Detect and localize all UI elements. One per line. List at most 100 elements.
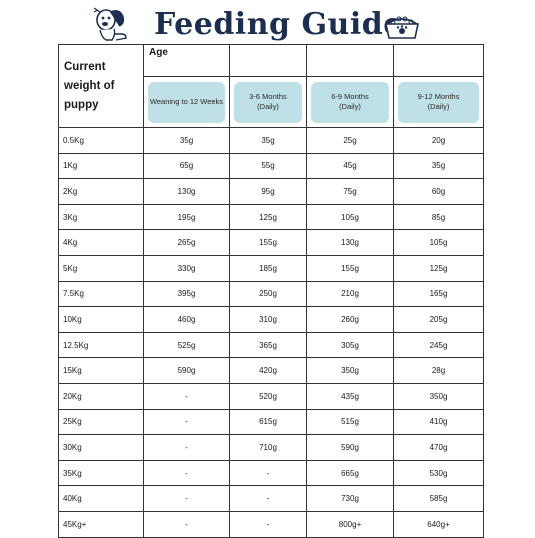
amount-cell: - (143, 485, 230, 512)
amount-cell: - (229, 485, 307, 512)
weight-cell: 3Kg (58, 203, 144, 231)
table-row: 30Kg -710g 590g 470g (58, 434, 484, 461)
amount-cell: 60g (393, 178, 484, 205)
amount-cell: 210g (306, 280, 394, 308)
amount-cell: 470g (393, 434, 484, 461)
amount-cell: 525g (143, 331, 230, 359)
age-pill: 9-12 Months (Daily) (398, 81, 479, 123)
age-pill-line1: 3-6 Months (249, 92, 287, 101)
age-header: Age (143, 44, 230, 77)
empty-header-cell (393, 44, 484, 77)
amount-cell: 420g (229, 357, 307, 384)
amount-cell: 585g (393, 485, 484, 512)
amount-cell: 365g (229, 331, 307, 359)
amount-cell: 85g (393, 203, 484, 231)
amount-cell: 245g (393, 331, 484, 359)
amount-cell: 155g (306, 254, 394, 282)
age-column-header: 9-12 Months (Daily) (393, 76, 484, 128)
age-pill: Weaning to 12 Weeks (148, 81, 225, 123)
weight-cell: 7.5Kg (58, 280, 144, 308)
amount-cell: 185g (229, 254, 307, 282)
amount-cell: - (143, 408, 230, 436)
amount-cell: 130g (143, 178, 230, 205)
table-row: 40Kg - -730g 585g (58, 485, 484, 512)
amount-cell: 125g (229, 203, 307, 231)
amount-cell: 250g (229, 280, 307, 308)
amount-cell: - (143, 459, 230, 487)
weight-cell: 25Kg (58, 408, 144, 436)
age-pill: 6-9 Months (Daily) (311, 81, 389, 123)
amount-cell: 165g (393, 280, 484, 308)
amount-cell: 28g (393, 357, 484, 384)
amount-cell: 65g (143, 152, 230, 180)
table-row: 0.5Kg 35g 35g 25g 20g (58, 127, 484, 154)
age-pill-line2: (Daily) (339, 102, 361, 111)
table-row: 7.5Kg 395g 250g 210g 165g (58, 280, 484, 308)
amount-cell: 530g (393, 459, 484, 487)
weight-cell: 40Kg (58, 485, 144, 512)
age-column-header: Weaning to 12 Weeks (143, 76, 230, 128)
amount-cell: 20g (393, 127, 484, 154)
age-pill-line1: 9-12 Months (417, 92, 460, 101)
amount-cell: - (143, 382, 230, 410)
weight-cell: 5Kg (58, 254, 144, 282)
amount-cell: 615g (229, 408, 307, 436)
amount-cell: 35g (393, 152, 484, 180)
age-column-header: 3-6 Months (Daily) (229, 76, 307, 128)
amount-cell: 310g (229, 306, 307, 333)
weight-cell: 1Kg (58, 152, 144, 180)
amount-cell: 730g (306, 485, 394, 512)
amount-cell: 130g (306, 229, 394, 256)
table-row: 4Kg 265g 155g 130g 105g (58, 229, 484, 256)
amount-cell: - (143, 434, 230, 461)
amount-cell: 800g+ (306, 510, 394, 538)
amount-cell: 710g (229, 434, 307, 461)
table-row: 1Kg 65g 55g 45g 35g (58, 152, 484, 180)
table-row: 2Kg 130g 95g 75g 60g (58, 178, 484, 205)
amount-cell: 75g (306, 178, 394, 205)
amount-cell: 665g (306, 459, 394, 487)
amount-cell: - (229, 510, 307, 538)
amount-cell: 55g (229, 152, 307, 180)
table-row: 20Kg -520g 435g 350g (58, 382, 484, 410)
amount-cell: 520g (229, 382, 307, 410)
empty-header-cell (306, 44, 394, 77)
table-row: 10Kg 460g 310g 260g 205g (58, 306, 484, 333)
amount-cell: 45g (306, 152, 394, 180)
amount-cell: 95g (229, 178, 307, 205)
amount-cell: 25g (306, 127, 394, 154)
dog-bowl-icon (385, 16, 419, 39)
amount-cell: 435g (306, 382, 394, 410)
age-pill-line1: 6-9 Months (331, 92, 369, 101)
amount-cell: 640g+ (393, 510, 484, 538)
weight-cell: 45Kg+ (58, 510, 144, 538)
weight-cell: 30Kg (58, 434, 144, 461)
amount-cell: 305g (306, 331, 394, 359)
weight-cell: 0.5Kg (58, 127, 144, 154)
amount-cell: 460g (143, 306, 230, 333)
page-title: Feeding Guide (154, 7, 403, 42)
amount-cell: 105g (393, 229, 484, 256)
amount-cell: 265g (143, 229, 230, 256)
amount-cell: 35g (143, 127, 230, 154)
weight-cell: 20Kg (58, 382, 144, 410)
amount-cell: 125g (393, 254, 484, 282)
amount-cell: - (143, 510, 230, 538)
amount-cell: 155g (229, 229, 307, 256)
table-row: 15Kg 590g 420g 350g 28g (58, 357, 484, 384)
amount-cell: 260g (306, 306, 394, 333)
table-row: 45Kg+ - -800g+ 640g+ (58, 510, 484, 538)
table-row: 35Kg - -665g 530g (58, 459, 484, 487)
weight-cell: 15Kg (58, 357, 144, 384)
amount-cell: 350g (306, 357, 394, 384)
amount-cell: 195g (143, 203, 230, 231)
age-pill-line2: (Daily) (257, 102, 279, 111)
table-body: 0.5Kg 35g 35g 25g 20g 1Kg 65g 55g 45g 35g 2Kg 130g 9… (58, 127, 484, 538)
age-pill-line1: Weaning to 12 Weeks (149, 97, 224, 106)
weight-column-header: Current weight of puppy (58, 44, 144, 128)
amount-cell: - (229, 459, 307, 487)
weight-cell: 10Kg (58, 306, 144, 333)
weight-cell: 35Kg (58, 459, 144, 487)
dog-icon (93, 7, 127, 41)
amount-cell: 330g (143, 254, 230, 282)
